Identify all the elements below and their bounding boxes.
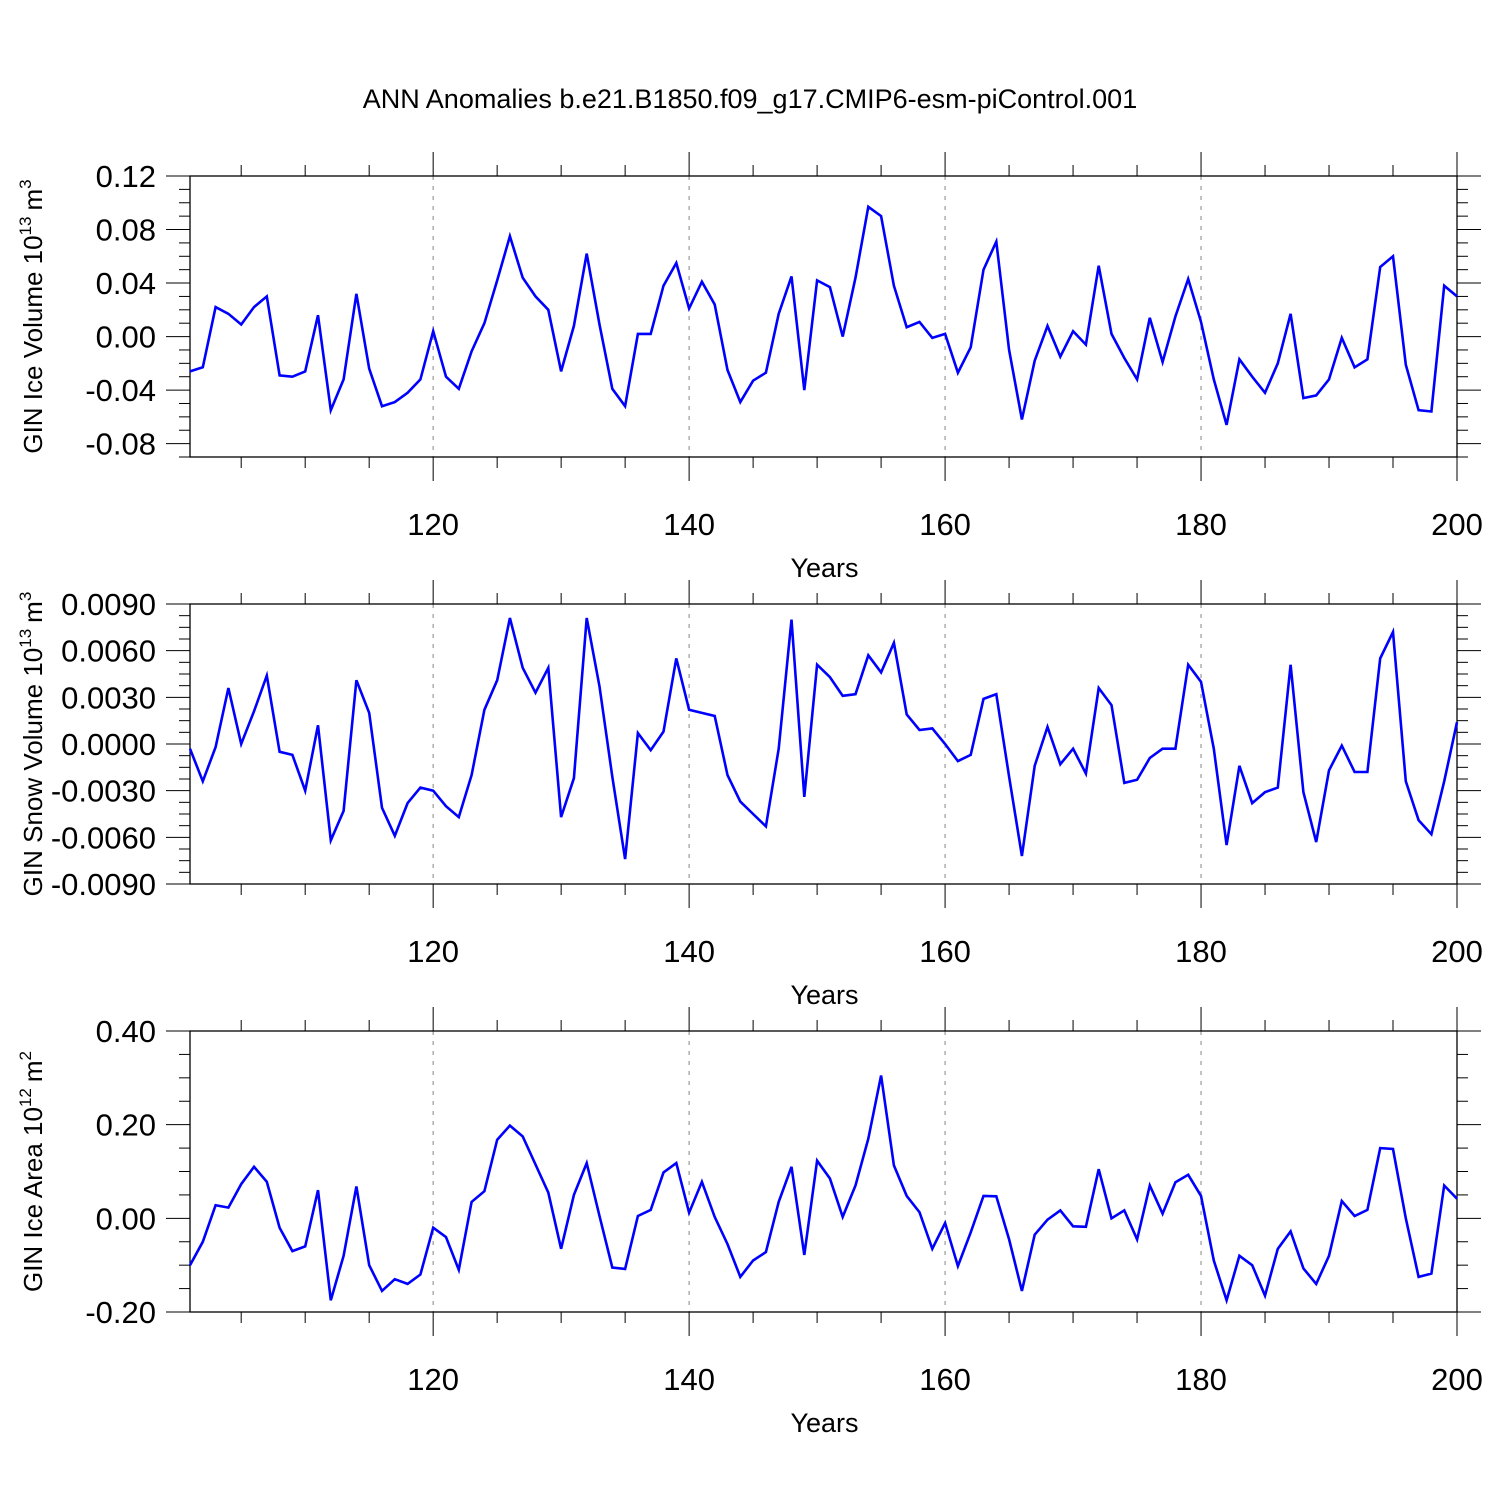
y-tick-label: 0.20 [96, 1108, 156, 1143]
y-axis-label-text: GIN Ice Volume 10 [18, 235, 48, 453]
x-tick-label: 140 [663, 1362, 715, 1397]
x-tick-label: 160 [919, 934, 971, 969]
y-tick-label: 0.00 [96, 320, 156, 355]
y-tick-label: 0.04 [96, 266, 156, 301]
y-axis-label-exponent: 13 [16, 216, 35, 235]
y-tick-label: -0.0090 [51, 867, 156, 902]
y-axis-label-unit-exponent: 3 [16, 592, 35, 601]
y-axis-label-text: GIN Snow Volume 10 [18, 648, 48, 897]
y-tick-label: -0.04 [85, 373, 156, 408]
y-tick-label: 0.08 [96, 213, 156, 248]
y-tick-label: 0.0000 [61, 727, 156, 762]
x-tick-label: 140 [663, 507, 715, 542]
y-tick-label: -0.0060 [51, 820, 156, 855]
x-tick-label: 120 [407, 507, 459, 542]
chart-panel-2: 0.0090 0.0060 0.0030 0.0000 -0.0030 -0.0060 -0… [16, 580, 1483, 1010]
y-tick-label: 0.0060 [61, 634, 156, 669]
chart-panel-1: 0.12 0.08 0.04 0.00 -0.04 -0.08 120 140 160 180 20… [16, 152, 1483, 583]
y-tick-label: -0.0030 [51, 774, 156, 809]
x-axis-label: Years [790, 1408, 858, 1438]
x-axis-label: Years [790, 980, 858, 1010]
y-axis-label-exponent: 13 [16, 629, 35, 648]
x-tick-label: 160 [919, 1362, 971, 1397]
y-axis-label-unit: m [18, 601, 48, 623]
x-tick-label: 180 [1175, 1362, 1227, 1397]
x-tick-label: 180 [1175, 507, 1227, 542]
y-axis-label: GIN Snow Volume 1013 m3 [16, 592, 48, 897]
series-line [189, 204, 1458, 426]
x-tick-label: 140 [663, 934, 715, 969]
series-line [188, 617, 1459, 860]
y-tick-label: 0.40 [96, 1014, 156, 1049]
plot-frame [189, 175, 1458, 458]
plot-frame [189, 603, 1458, 885]
x-tick-label: 200 [1431, 507, 1483, 542]
y-tick-label: 0.12 [96, 159, 156, 194]
y-tick-label: 0.00 [96, 1201, 156, 1236]
y-axis-label-text: GIN Ice Area 10 [18, 1107, 48, 1292]
figure-title: ANN Anomalies b.e21.B1850.f09_g17.CMIP6-… [362, 84, 1138, 114]
y-axis-label-unit-exponent: 3 [16, 179, 35, 188]
series-line [188, 1075, 1458, 1305]
chart-panel-3: 0.40 0.20 0.00 -0.20 120 140 160 180 200 Years GIN… [16, 1007, 1483, 1438]
x-tick-label: 120 [407, 934, 459, 969]
y-axis-label-exponent: 12 [16, 1088, 35, 1107]
y-tick-label: -0.20 [85, 1295, 156, 1330]
x-tick-label: 200 [1431, 1362, 1483, 1397]
y-axis-label-unit: m [18, 189, 48, 211]
y-axis-label-unit-exponent: 2 [16, 1051, 35, 1060]
y-tick-label: -0.08 [85, 427, 156, 462]
x-axis-label: Years [790, 553, 858, 583]
x-tick-label: 180 [1175, 934, 1227, 969]
x-tick-label: 160 [919, 507, 971, 542]
y-tick-label: 0.0090 [61, 587, 156, 622]
y-axis-label-unit: m [18, 1060, 48, 1082]
y-tick-label: 0.0030 [61, 680, 156, 715]
y-axis-label: GIN Ice Volume 1013 m3 [16, 179, 48, 453]
y-axis-label: GIN Ice Area 1012 m2 [16, 1051, 48, 1292]
x-tick-label: 120 [407, 1362, 459, 1397]
x-tick-label: 200 [1431, 934, 1483, 969]
